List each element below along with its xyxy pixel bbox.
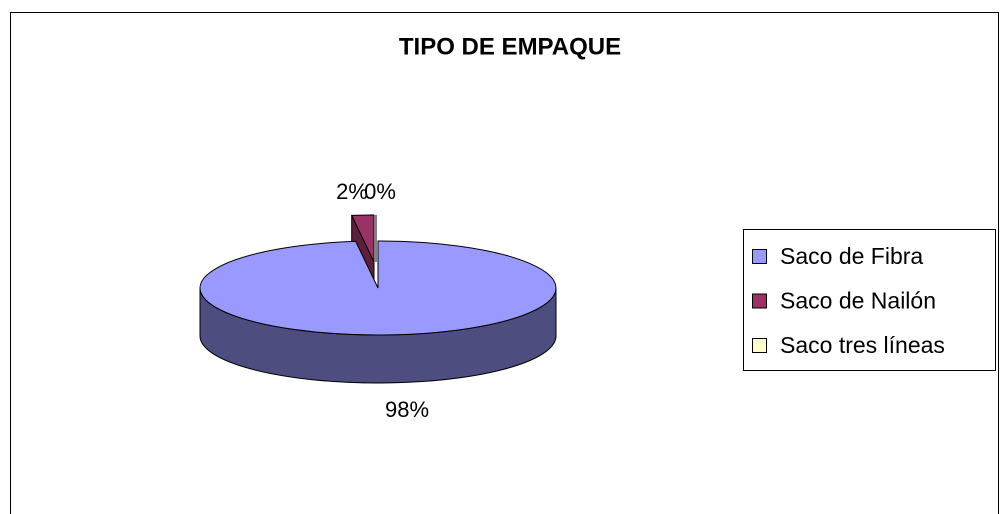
legend-swatch	[752, 338, 767, 353]
chart-title: TIPO DE EMPAQUE	[399, 33, 621, 60]
legend-label: Saco tres líneas	[780, 332, 945, 358]
data-label: 0%	[364, 179, 396, 204]
legend-swatch	[752, 249, 767, 264]
pie-slice	[199, 240, 557, 336]
legend-swatch	[752, 293, 767, 309]
data-label: 98%	[385, 397, 429, 422]
legend-label: Saco de Nailón	[780, 288, 936, 314]
data-label: 2%	[336, 179, 368, 204]
legend-box	[743, 229, 996, 371]
pie-slice	[350, 214, 375, 263]
legend-label: Saco de Fibra	[780, 243, 923, 269]
